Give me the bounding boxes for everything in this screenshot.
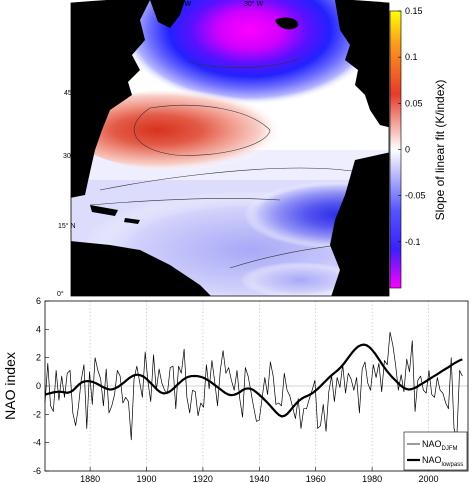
- land-iceland: [275, 17, 299, 30]
- legend-label-lowpass: NAOlowpass: [422, 455, 463, 468]
- land-north-america: [71, 0, 150, 200]
- lat-label-1: 45° N: [64, 89, 82, 97]
- legend: NAODJFM NAOlowpass: [403, 431, 468, 471]
- lat-label-3: 15° N: [58, 222, 76, 230]
- y-tick-label: 0: [36, 381, 41, 391]
- plot-frame: [44, 300, 469, 472]
- x-tick-label: 1960: [306, 474, 326, 483]
- x-tick-label: 1980: [362, 474, 382, 483]
- land-south-america: [71, 240, 215, 296]
- series-nao-lowpass: [44, 343, 463, 418]
- y-tick-label: 4: [36, 324, 41, 334]
- x-tick-label: 1880: [80, 474, 100, 483]
- time-ticks: 1880 1900 1920 1940 1960 1980 2000 -6 -4 -2 0 2 4 6: [33, 296, 439, 483]
- lat-label-0: 60° N: [112, 31, 130, 39]
- lat-label-2: 30° N: [63, 152, 81, 160]
- y-tick-label: -2: [33, 409, 41, 419]
- x-tick-label: 1920: [193, 474, 213, 483]
- legend-box: [403, 431, 468, 471]
- colorbar: 0.15 0.1 0.05 0 -0.05 -0.1 Slope of linear fi…: [389, 6, 447, 289]
- x-tick-label: 2000: [419, 474, 439, 483]
- series-nao-djfm: [44, 331, 463, 441]
- legend-label-djfm: NAODJFM: [422, 439, 458, 452]
- land-europe: [335, 0, 389, 130]
- colorbar-tick-label: -0.05: [405, 191, 426, 201]
- lat-label-4: 0°: [57, 290, 64, 298]
- colorbar-tick-label: 0.15: [405, 6, 423, 16]
- land-africa: [330, 150, 389, 296]
- colorbar-label: Slope of linear fit (K/index): [433, 80, 447, 221]
- land-greenland: [150, 0, 185, 28]
- y-tick-label: 2: [36, 353, 41, 363]
- lon-label-0: 60° W: [172, 0, 192, 8]
- y-tick-label: -4: [33, 438, 41, 448]
- series-group: [44, 331, 463, 441]
- y-tick-label: 6: [36, 296, 41, 306]
- map-panel: 60° N 45° N 30° N 15° N 0° 60° W 30° W: [57, 0, 390, 298]
- colorbar-tick-label: -0.1: [405, 237, 421, 247]
- x-tick-label: 1940: [249, 474, 269, 483]
- nao-panel: 1880 1900 1920 1940 1960 1980 2000 -6 -4 -2 0 2 4 6 N…: [2, 296, 469, 483]
- colorbar-tick-label: 0: [405, 145, 410, 155]
- colorbar-ticks: 0.15 0.1 0.05 0 -0.05 -0.1: [398, 6, 426, 247]
- sst-field: [71, 0, 389, 296]
- colorbar-tick-label: 0.05: [405, 98, 423, 108]
- y-tick-label: -6: [33, 466, 41, 476]
- x-tick-label: 1900: [137, 474, 157, 483]
- colorbar-tick-label: 0.1: [405, 52, 418, 62]
- land-caribbean: [90, 205, 118, 216]
- y-axis-label: NAO index: [2, 352, 18, 420]
- lon-label-1: 30° W: [244, 0, 264, 8]
